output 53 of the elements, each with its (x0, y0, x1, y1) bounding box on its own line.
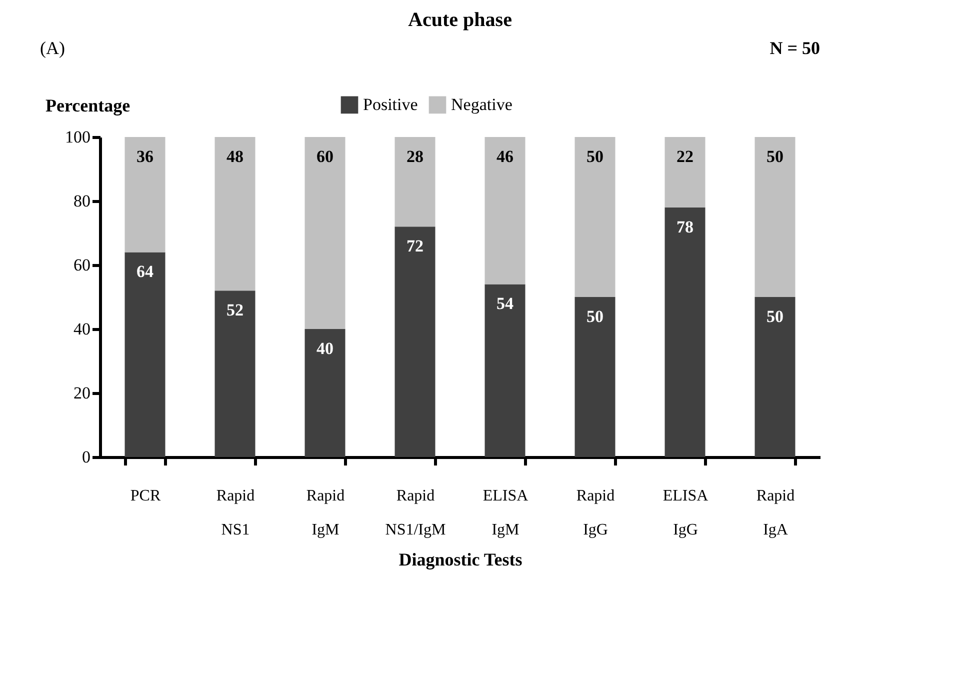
data-label: 28 (406, 147, 424, 166)
x-tick-label: Rapid NS1 (216, 488, 255, 538)
x-tick-label: Rapid NS1/IgM (385, 488, 446, 538)
bar (214, 290, 256, 457)
bar (304, 137, 346, 329)
bar (574, 137, 616, 297)
data-label: 64 (136, 262, 154, 282)
data-label: 54 (496, 294, 514, 314)
bar (664, 207, 706, 457)
bar (124, 137, 166, 252)
y-tick-label: 20 (74, 384, 90, 402)
bar (754, 297, 796, 457)
bar (124, 252, 166, 457)
data-label: 50 (766, 147, 784, 166)
x-tick-label: ELISA IgG (662, 488, 709, 538)
x-tick-label: Rapid IgA (756, 488, 795, 538)
y-tick-label: 40 (74, 320, 90, 338)
x-tick-label: PCR (130, 488, 161, 504)
data-label: 22 (676, 147, 694, 166)
legend-label: Negative (451, 94, 512, 114)
x-tick-label: Rapid IgG (576, 488, 615, 538)
data-label: 60 (316, 147, 334, 166)
legend-label: Positive (363, 94, 418, 114)
bar (574, 297, 616, 457)
y-axis-title: Percentage (46, 96, 130, 116)
x-tick-label: Rapid IgM (306, 488, 345, 538)
bar (484, 284, 526, 457)
bar (214, 137, 256, 291)
y-tick-label: 80 (74, 192, 90, 210)
data-label: 50 (586, 147, 604, 166)
data-label: 36 (136, 147, 154, 166)
y-tick-label: 100 (65, 128, 90, 146)
text: N = 50 (770, 38, 820, 58)
bar (664, 137, 706, 208)
data-label: 48 (226, 147, 244, 166)
bar (304, 329, 346, 457)
x-axis-title: Diagnostic Tests (398, 550, 522, 570)
bar (394, 226, 436, 457)
y-tick-label: 0 (82, 448, 90, 466)
data-label: 52 (226, 300, 244, 320)
data-label: 78 (676, 217, 694, 236)
data-label: 50 (766, 307, 784, 326)
bar (484, 137, 526, 284)
y-tick-label: 60 (74, 256, 90, 274)
text: (A) (40, 38, 65, 58)
x-tick-label: ELISA IgM (482, 488, 529, 538)
chart-title: Acute phase (408, 9, 512, 31)
data-label: 40 (316, 339, 334, 358)
bar (394, 137, 436, 227)
bar (754, 137, 796, 297)
data-label: 72 (406, 236, 424, 256)
data-label: 46 (496, 147, 514, 166)
data-label: 50 (586, 307, 604, 326)
